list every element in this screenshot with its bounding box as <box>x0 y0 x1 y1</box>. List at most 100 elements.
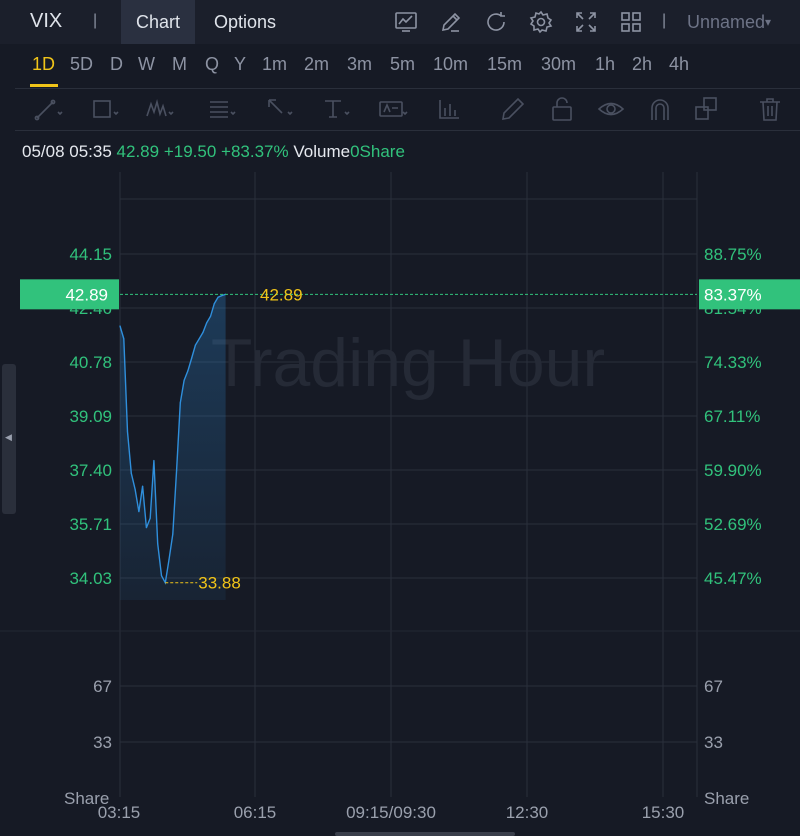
price-point <box>145 527 147 529</box>
lock-icon[interactable] <box>547 94 577 124</box>
symbol-label[interactable]: VIX <box>30 10 63 32</box>
price-area-fill <box>120 294 226 600</box>
timeframe-5m[interactable]: 5m <box>390 54 416 74</box>
volume-tick-label: 67 <box>704 677 723 696</box>
volume-tick-label: 33 <box>93 733 112 752</box>
tab-options[interactable]: Options <box>214 12 277 32</box>
x-tick-label: 12:30 <box>506 803 549 822</box>
timeframe-2h[interactable]: 2h <box>632 54 653 74</box>
layout-separator: | <box>662 12 667 29</box>
price-point <box>168 559 170 561</box>
watermark-text: Trading Hour <box>211 325 605 401</box>
price-point <box>213 303 215 305</box>
eye-icon[interactable] <box>596 94 626 124</box>
timeframe-2m[interactable]: 2m <box>304 54 330 74</box>
price-point <box>126 431 129 433</box>
timeframe-w[interactable]: W <box>138 54 155 74</box>
price-point <box>187 370 189 372</box>
trend-line-icon[interactable] <box>33 94 63 124</box>
settings-icon[interactable] <box>529 10 553 34</box>
price-point <box>202 331 204 333</box>
price-point <box>153 459 155 462</box>
timeframe-divider <box>15 88 800 89</box>
indicators-icon[interactable] <box>394 10 418 34</box>
pct-tick-label: 59.90% <box>704 461 762 480</box>
timeframe-30m[interactable]: 30m <box>541 54 577 74</box>
arrow-icon[interactable] <box>264 94 294 124</box>
timeframe-1d[interactable]: 1D <box>32 54 56 74</box>
current-price-badge <box>20 279 119 310</box>
top-bar: VIX | Chart Options | Unnamed▾ <box>0 0 800 44</box>
price-info-line: 05/08 05:35 42.89 +19.50 +83.37% Volume0… <box>22 142 405 162</box>
timeframe-15m[interactable]: 15m <box>487 54 523 74</box>
measure-icon[interactable] <box>435 94 465 124</box>
x-tick-label: 06:15 <box>234 803 277 822</box>
horizontal-scrollbar[interactable] <box>335 832 515 836</box>
price-chart[interactable]: Trading Hour44.1542.4640.7839.0937.4035.… <box>0 170 800 830</box>
price-point <box>130 472 132 474</box>
low-price-label: 33.88 <box>198 574 241 593</box>
price-point <box>119 325 121 327</box>
price-point <box>160 575 163 577</box>
price-tick-label: 44.15 <box>69 245 112 264</box>
timeframe-1h[interactable]: 1h <box>595 54 616 74</box>
price-tick-label: 35.71 <box>69 515 112 534</box>
trash-icon[interactable] <box>755 94 785 124</box>
layout-name-label: Unnamed <box>687 12 766 32</box>
active-timeframe-indicator <box>30 84 58 87</box>
price-point <box>176 469 178 471</box>
price-tick-label: 37.40 <box>69 461 112 480</box>
timeframe-1m[interactable]: 1m <box>262 54 288 74</box>
magnet-icon[interactable] <box>645 94 675 124</box>
price-point <box>134 488 136 490</box>
refresh-icon[interactable] <box>484 10 508 34</box>
label-icon[interactable] <box>378 94 408 124</box>
price-point <box>206 322 208 324</box>
symbol-separator: | <box>93 12 98 29</box>
price-point <box>191 357 193 359</box>
timeframe-3m[interactable]: 3m <box>347 54 373 74</box>
timeframe-5d[interactable]: 5D <box>70 54 94 74</box>
pct-tick-label: 67.11% <box>704 407 760 426</box>
timeframe-d[interactable]: D <box>110 54 123 74</box>
pct-tick-label: 88.75% <box>704 245 762 264</box>
fibonacci-icon[interactable] <box>207 94 237 124</box>
x-tick-label: 15:30 <box>642 803 685 822</box>
x-tick-label: 09:15/09:30 <box>346 803 436 822</box>
price-point <box>198 338 200 340</box>
volume-unit-label: Share <box>64 789 109 808</box>
rectangle-icon[interactable] <box>90 94 120 124</box>
info-volume-value: 0Share <box>350 142 405 161</box>
timeframe-10m[interactable]: 10m <box>433 54 469 74</box>
timeframe-q[interactable]: Q <box>205 54 220 74</box>
current-price-marker-label: 42.89 <box>260 285 303 304</box>
price-point <box>157 543 159 545</box>
info-datetime: 05/08 05:35 <box>22 142 112 161</box>
volume-tick-label: 33 <box>704 733 723 752</box>
price-point <box>194 344 196 346</box>
price-point <box>209 315 212 317</box>
fullscreen-icon[interactable] <box>574 10 598 34</box>
info-volume-label: Volume <box>293 142 351 161</box>
text-icon[interactable] <box>321 94 351 124</box>
tab-chart[interactable]: Chart <box>121 0 196 44</box>
info-change: +19.50 <box>163 142 217 161</box>
pct-tick-label: 45.47% <box>704 569 762 588</box>
timeframe-m[interactable]: M <box>172 54 187 74</box>
layout-name-dropdown[interactable]: Unnamed▾ <box>687 12 771 33</box>
price-tick-label: 39.09 <box>69 407 112 426</box>
layers-icon[interactable] <box>692 94 722 124</box>
current-pct-badge <box>699 279 800 310</box>
draw-icon[interactable] <box>439 10 463 34</box>
x-tick-label: 03:15 <box>98 803 141 822</box>
layout-grid-icon[interactable] <box>619 10 643 34</box>
timeframe-4h[interactable]: 4h <box>669 54 690 74</box>
price-point <box>179 402 181 404</box>
toolbar-divider <box>15 130 800 131</box>
pattern-icon[interactable] <box>145 94 175 124</box>
volume-unit-label: Share <box>704 789 749 808</box>
timeframe-y[interactable]: Y <box>234 54 247 74</box>
chevron-left-icon: ◀ <box>5 432 12 442</box>
pencil-icon[interactable] <box>498 94 528 124</box>
side-panel-handle[interactable]: ◀ <box>2 364 16 514</box>
